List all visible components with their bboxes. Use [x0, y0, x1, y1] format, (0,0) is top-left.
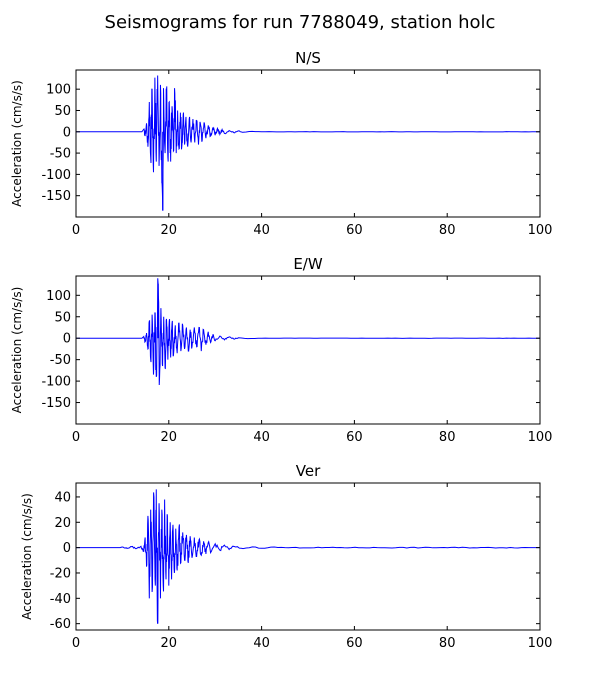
x-tick-label: 40 [253, 430, 270, 445]
x-tick-label: 60 [346, 430, 363, 445]
panel-title: N/S [295, 49, 321, 67]
x-tick-label: 20 [161, 636, 178, 651]
y-tick-label: -50 [50, 353, 71, 368]
y-tick-label: 0 [63, 332, 71, 347]
y-tick-label: 100 [46, 83, 71, 98]
x-tick-label: 40 [253, 636, 270, 651]
y-tick-label: 100 [46, 289, 71, 304]
x-tick-label: 100 [528, 223, 553, 238]
waveform-line [76, 489, 540, 624]
panels: N/S Acceleration (cm/s/s) 0 20 40 60 80 100 100 5… [10, 49, 552, 651]
y-tick-label: 0 [63, 125, 71, 140]
x-tick-label: 20 [161, 430, 178, 445]
x-tick-label: 100 [528, 636, 553, 651]
waveform-line [76, 75, 540, 211]
y-tick-label: -40 [50, 592, 71, 607]
y-tick-label: 40 [54, 490, 71, 505]
y-tick-label: 20 [54, 516, 71, 531]
panel-title: E/W [293, 255, 323, 273]
panel-1: E/W Acceleration (cm/s/s) 0 20 40 60 80 100 100 5… [10, 255, 552, 445]
y-tick-label: -50 [50, 147, 71, 162]
y-tick-label: -150 [41, 396, 71, 411]
waveform-line [76, 278, 540, 386]
x-tick-label: 0 [72, 636, 80, 651]
x-tick-label: 40 [253, 223, 270, 238]
x-tick-label: 0 [72, 430, 80, 445]
y-tick-label: -100 [41, 168, 71, 183]
y-axis-label: Acceleration (cm/s/s) [10, 80, 24, 207]
y-tick-label: 50 [54, 104, 71, 119]
y-axis-label: Acceleration (cm/s/s) [10, 287, 24, 414]
axes-frame [75, 482, 541, 631]
y-tick-label: -150 [41, 189, 71, 204]
y-tick-label: 0 [63, 541, 71, 556]
y-tick-label: -100 [41, 375, 71, 390]
x-tick-label: 80 [439, 430, 456, 445]
x-tick-label: 80 [439, 223, 456, 238]
panel-2: Ver Acceleration (cm/s/s) 0 20 40 60 80 100 40 20… [20, 462, 552, 651]
y-tick-label: -60 [50, 617, 71, 632]
y-tick-label: 50 [54, 310, 71, 325]
x-tick-label: 80 [439, 636, 456, 651]
x-tick-label: 20 [161, 223, 178, 238]
x-tick-label: 100 [528, 430, 553, 445]
x-tick-label: 60 [346, 223, 363, 238]
figure-title: Seismograms for run 7788049, station hol… [105, 12, 496, 33]
y-axis-label: Acceleration (cm/s/s) [20, 493, 34, 620]
x-tick-label: 0 [72, 223, 80, 238]
panel-title: Ver [296, 462, 321, 480]
axes-frame [75, 69, 541, 218]
x-tick-label: 60 [346, 636, 363, 651]
panel-0: N/S Acceleration (cm/s/s) 0 20 40 60 80 100 100 5… [10, 49, 552, 238]
y-tick-label: -20 [50, 566, 71, 581]
axes-frame [75, 275, 541, 425]
